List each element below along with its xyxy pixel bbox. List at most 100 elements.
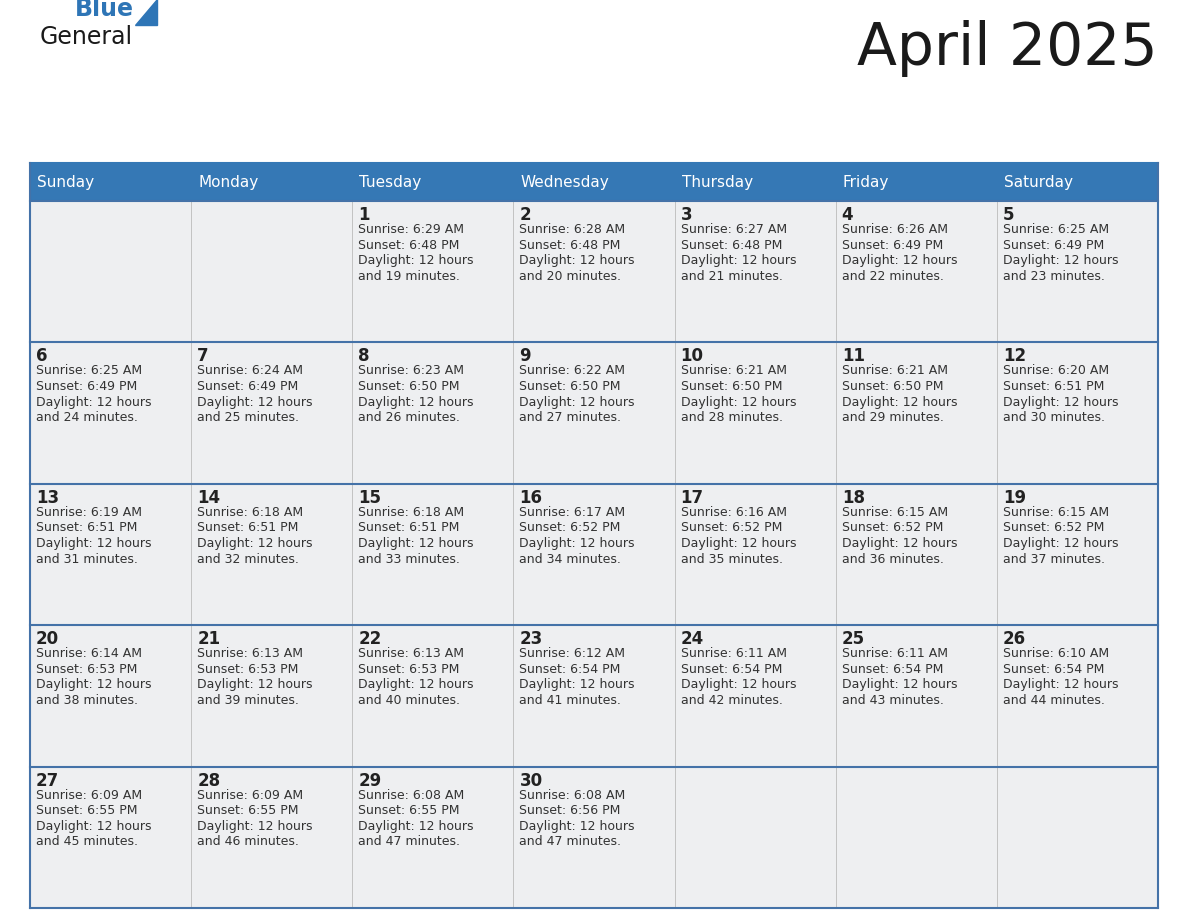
Text: Sunset: 6:53 PM: Sunset: 6:53 PM (197, 663, 298, 676)
Text: Sunrise: 6:15 AM: Sunrise: 6:15 AM (1003, 506, 1108, 519)
Text: Daylight: 12 hours: Daylight: 12 hours (842, 678, 958, 691)
Bar (353, 201, 513, 342)
Text: Sunset: 6:49 PM: Sunset: 6:49 PM (197, 380, 298, 393)
Text: Daylight: 12 hours: Daylight: 12 hours (681, 254, 796, 267)
Text: Daylight: 12 hours: Daylight: 12 hours (842, 254, 958, 267)
Bar (675, 201, 835, 342)
Text: Sunset: 6:50 PM: Sunset: 6:50 PM (359, 380, 460, 393)
Text: Sunrise: 6:11 AM: Sunrise: 6:11 AM (842, 647, 948, 660)
Text: Sunrise: 6:28 AM: Sunrise: 6:28 AM (519, 223, 626, 236)
Text: Sunrise: 6:27 AM: Sunrise: 6:27 AM (681, 223, 786, 236)
Text: Sunrise: 6:21 AM: Sunrise: 6:21 AM (681, 364, 786, 377)
Text: and 36 minutes.: and 36 minutes. (842, 553, 943, 565)
Text: General: General (40, 25, 133, 49)
Text: Sunset: 6:52 PM: Sunset: 6:52 PM (1003, 521, 1104, 534)
Bar (191, 484, 353, 625)
Text: Sunrise: 6:09 AM: Sunrise: 6:09 AM (197, 789, 303, 801)
Text: April 2025: April 2025 (858, 20, 1158, 77)
Bar (997, 484, 1158, 625)
Bar (513, 342, 675, 484)
Bar (835, 484, 997, 625)
Text: Sunset: 6:51 PM: Sunset: 6:51 PM (197, 521, 298, 534)
Text: and 30 minutes.: and 30 minutes. (1003, 411, 1105, 424)
Text: Sunrise: 6:16 AM: Sunrise: 6:16 AM (681, 506, 786, 519)
Bar (353, 484, 513, 625)
Text: Sunrise: 6:21 AM: Sunrise: 6:21 AM (842, 364, 948, 377)
Bar (997, 163, 1158, 201)
Text: and 28 minutes.: and 28 minutes. (681, 411, 783, 424)
Text: Daylight: 12 hours: Daylight: 12 hours (519, 678, 634, 691)
Text: Sunrise: 6:25 AM: Sunrise: 6:25 AM (36, 364, 143, 377)
Text: and 38 minutes.: and 38 minutes. (36, 694, 138, 707)
Bar (353, 342, 513, 484)
Text: 15: 15 (359, 488, 381, 507)
Text: Daylight: 12 hours: Daylight: 12 hours (197, 678, 312, 691)
Text: Daylight: 12 hours: Daylight: 12 hours (842, 396, 958, 409)
Text: 5: 5 (1003, 206, 1015, 224)
Text: 19: 19 (1003, 488, 1026, 507)
Bar (30, 767, 191, 908)
Text: and 35 minutes.: and 35 minutes. (681, 553, 783, 565)
Text: and 27 minutes.: and 27 minutes. (519, 411, 621, 424)
Text: Daylight: 12 hours: Daylight: 12 hours (359, 820, 474, 833)
Bar (191, 342, 353, 484)
Bar (513, 163, 675, 201)
Text: and 29 minutes.: and 29 minutes. (842, 411, 943, 424)
Text: 30: 30 (519, 772, 543, 789)
Bar (835, 767, 997, 908)
Text: Sunrise: 6:25 AM: Sunrise: 6:25 AM (1003, 223, 1108, 236)
Text: 24: 24 (681, 630, 703, 648)
Text: Sunset: 6:54 PM: Sunset: 6:54 PM (842, 663, 943, 676)
Text: Friday: Friday (842, 174, 889, 189)
Text: Sunset: 6:51 PM: Sunset: 6:51 PM (1003, 380, 1104, 393)
Bar (675, 625, 835, 767)
Text: Daylight: 12 hours: Daylight: 12 hours (842, 537, 958, 550)
Text: Daylight: 12 hours: Daylight: 12 hours (519, 396, 634, 409)
Text: Daylight: 12 hours: Daylight: 12 hours (36, 820, 152, 833)
Text: Sunrise: 6:15 AM: Sunrise: 6:15 AM (842, 506, 948, 519)
Text: 6: 6 (36, 347, 48, 365)
Text: 3: 3 (681, 206, 693, 224)
Text: Sunrise: 6:23 AM: Sunrise: 6:23 AM (359, 364, 465, 377)
Text: 22: 22 (359, 630, 381, 648)
Text: 14: 14 (197, 488, 220, 507)
Bar (835, 163, 997, 201)
Text: Daylight: 12 hours: Daylight: 12 hours (681, 537, 796, 550)
Text: Sunset: 6:49 PM: Sunset: 6:49 PM (1003, 239, 1104, 252)
Text: Sunrise: 6:22 AM: Sunrise: 6:22 AM (519, 364, 625, 377)
Text: and 25 minutes.: and 25 minutes. (197, 411, 299, 424)
Text: Daylight: 12 hours: Daylight: 12 hours (1003, 537, 1118, 550)
Text: Sunrise: 6:09 AM: Sunrise: 6:09 AM (36, 789, 143, 801)
Text: and 43 minutes.: and 43 minutes. (842, 694, 943, 707)
Text: 2: 2 (519, 206, 531, 224)
Text: Daylight: 12 hours: Daylight: 12 hours (359, 678, 474, 691)
Bar (191, 625, 353, 767)
Text: 8: 8 (359, 347, 369, 365)
Text: Sunrise: 6:20 AM: Sunrise: 6:20 AM (1003, 364, 1108, 377)
Text: Sunset: 6:51 PM: Sunset: 6:51 PM (36, 521, 138, 534)
Text: 28: 28 (197, 772, 220, 789)
Text: Sunset: 6:48 PM: Sunset: 6:48 PM (519, 239, 621, 252)
Bar (835, 342, 997, 484)
Text: 27: 27 (36, 772, 59, 789)
Text: Daylight: 12 hours: Daylight: 12 hours (359, 537, 474, 550)
Text: and 44 minutes.: and 44 minutes. (1003, 694, 1105, 707)
Bar (675, 163, 835, 201)
Bar (191, 163, 353, 201)
Text: and 24 minutes.: and 24 minutes. (36, 411, 138, 424)
Bar (30, 484, 191, 625)
Text: and 45 minutes.: and 45 minutes. (36, 835, 138, 848)
Text: 11: 11 (842, 347, 865, 365)
Text: and 37 minutes.: and 37 minutes. (1003, 553, 1105, 565)
Text: Daylight: 12 hours: Daylight: 12 hours (681, 678, 796, 691)
Text: 20: 20 (36, 630, 59, 648)
Bar (30, 201, 191, 342)
Text: and 47 minutes.: and 47 minutes. (519, 835, 621, 848)
Bar (835, 201, 997, 342)
Text: Sunrise: 6:11 AM: Sunrise: 6:11 AM (681, 647, 786, 660)
Text: Sunset: 6:55 PM: Sunset: 6:55 PM (197, 804, 298, 817)
Text: Daylight: 12 hours: Daylight: 12 hours (519, 820, 634, 833)
Bar (191, 767, 353, 908)
Text: Sunset: 6:52 PM: Sunset: 6:52 PM (519, 521, 621, 534)
Text: Sunrise: 6:17 AM: Sunrise: 6:17 AM (519, 506, 626, 519)
